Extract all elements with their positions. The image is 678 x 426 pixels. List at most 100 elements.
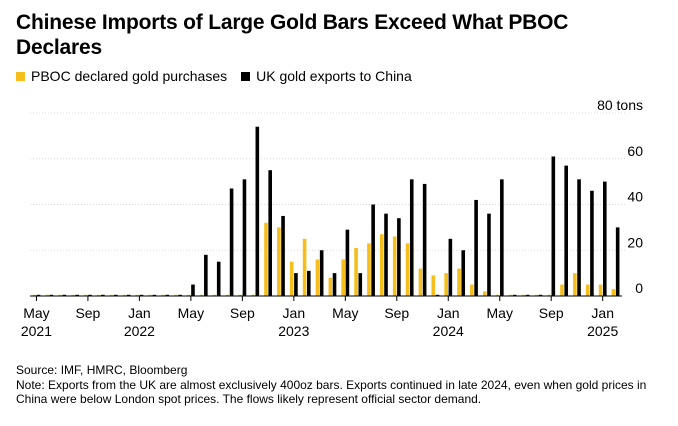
bar-uk	[319, 250, 324, 296]
bar-pboc	[225, 294, 230, 296]
y-tick-label: 20	[627, 234, 643, 250]
bar-uk	[281, 215, 285, 296]
bar-pboc	[380, 234, 384, 296]
bar-uk	[564, 165, 568, 296]
bar-uk	[178, 294, 182, 296]
bar-pboc	[109, 294, 114, 296]
y-tick-label: 40	[627, 189, 643, 205]
bar-uk	[49, 294, 54, 296]
bars	[30, 126, 622, 297]
bar-uk	[62, 294, 67, 296]
bar-pboc	[135, 294, 140, 296]
bar-pboc	[482, 291, 487, 296]
bar-uk	[448, 238, 453, 296]
bar-uk	[577, 179, 581, 296]
x-axis: May 2021 Sep Jan 2022 May Sep Jan 2023 May Sep Jan 2…	[21, 296, 618, 339]
bar-pboc	[277, 227, 281, 296]
x-tick-month: May	[178, 305, 204, 321]
bar-pboc	[58, 294, 62, 296]
bar-uk	[165, 294, 170, 296]
bar-uk	[487, 213, 491, 296]
x-tick-month: Jan	[283, 305, 306, 321]
bar-uk	[409, 179, 414, 296]
y-tick-label: 60	[627, 143, 643, 159]
bar-pboc	[405, 243, 410, 296]
bar-pboc	[148, 294, 152, 296]
x-tick-month: Jan	[437, 305, 460, 321]
bar-uk	[474, 199, 478, 296]
bar-uk	[525, 294, 530, 296]
x-tick-month: Sep	[230, 305, 255, 321]
bar-uk	[384, 213, 388, 296]
bar-pboc	[418, 268, 423, 296]
x-tick-year: 2023	[278, 323, 309, 339]
x-tick-month: Sep	[384, 305, 409, 321]
bar-pboc	[560, 284, 564, 296]
chart-title: Chinese Imports of Large Gold Bars Excee…	[16, 11, 569, 59]
bar-uk	[538, 294, 543, 296]
bar-uk	[268, 170, 272, 296]
bar-uk	[332, 273, 337, 296]
bar-pboc	[521, 294, 526, 296]
bar-pboc	[495, 294, 500, 296]
bar-pboc	[186, 294, 191, 296]
bar-pboc	[174, 294, 178, 296]
bar-pboc	[264, 222, 268, 296]
legend: PBOC declared gold purchases UK gold exp…	[16, 68, 426, 84]
bar-pboc	[289, 261, 294, 296]
bar-uk	[113, 294, 118, 296]
bar-pboc	[547, 294, 551, 296]
bar-uk	[461, 250, 466, 296]
bar-uk	[139, 294, 144, 296]
bar-uk	[435, 294, 440, 296]
bar-pboc	[238, 294, 243, 296]
bar-uk	[152, 294, 157, 296]
x-tick-month: Sep	[75, 305, 100, 321]
x-tick-month: Sep	[539, 305, 564, 321]
bar-pboc	[367, 243, 371, 296]
legend-item-uk: UK gold exports to China	[241, 68, 412, 84]
bar-pboc	[45, 294, 50, 296]
x-tick-year: 2021	[21, 323, 52, 339]
x-tick-year: 2022	[124, 323, 155, 339]
bar-pboc	[508, 294, 513, 296]
y-axis: 80 tons 60 40 20 0	[597, 97, 643, 296]
bar-uk	[512, 294, 517, 296]
bar-uk	[75, 294, 79, 296]
bar-uk	[551, 156, 556, 296]
bar-uk	[255, 126, 260, 296]
bar-uk	[358, 273, 363, 296]
bar-uk	[500, 179, 504, 296]
source-text: Source: IMF, HMRC, Bloomberg	[16, 363, 188, 377]
footer: Source: IMF, HMRC, Bloomberg Note: Expor…	[16, 363, 666, 407]
legend-swatch-uk	[241, 71, 251, 81]
bar-pboc	[302, 238, 307, 296]
x-tick-month: Jan	[128, 305, 151, 321]
note-text: Note: Exports from the UK are almost exc…	[16, 377, 647, 407]
bar-pboc	[251, 294, 255, 296]
bar-uk	[88, 294, 92, 296]
bar-pboc	[71, 294, 75, 296]
bar-pboc	[84, 294, 88, 296]
bar-pboc	[32, 294, 37, 296]
legend-label-uk: UK gold exports to China	[256, 68, 412, 84]
legend-item-pboc: PBOC declared gold purchases	[16, 68, 227, 84]
bar-pboc	[585, 284, 590, 296]
bar-pboc	[573, 273, 577, 296]
bar-pboc	[328, 277, 333, 296]
bar-uk	[204, 254, 208, 296]
y-tick-label: 80 tons	[597, 97, 643, 113]
y-tick-label: 0	[635, 280, 643, 296]
x-tick-month: May	[487, 305, 513, 321]
x-tick-year: 2024	[433, 323, 464, 339]
legend-label-pboc: PBOC declared gold purchases	[31, 68, 228, 84]
bar-uk	[371, 204, 375, 296]
bar-chart: 80 tons 60 40 20 0 May 2021 Sep Jan 2022 May Sep Ja…	[21, 97, 643, 339]
bar-pboc	[199, 294, 204, 296]
bar-pboc	[392, 236, 397, 296]
bar-uk	[602, 181, 607, 296]
bar-pboc	[470, 284, 474, 296]
bar-pboc	[611, 289, 616, 296]
bar-uk	[397, 218, 401, 296]
